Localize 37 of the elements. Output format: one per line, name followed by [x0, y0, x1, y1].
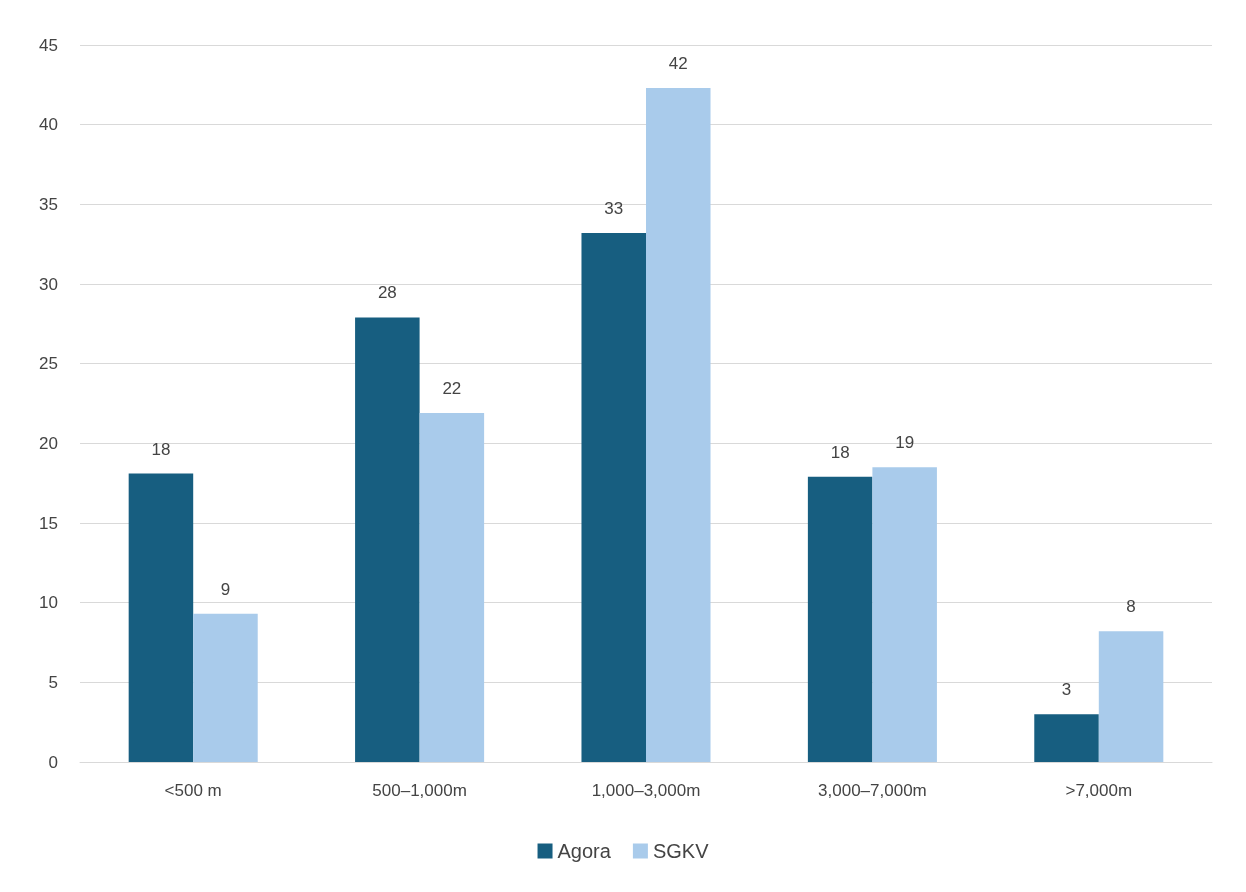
data-label: 8: [1126, 597, 1136, 617]
y-tick-label: 40: [39, 115, 58, 135]
data-label: 19: [895, 433, 915, 453]
y-tick-label: 10: [39, 593, 58, 613]
bar: [128, 473, 194, 762]
data-label: 9: [220, 579, 231, 599]
bar: [355, 317, 420, 762]
y-tick-label: 35: [39, 194, 58, 214]
y-tick-label: 5: [48, 672, 58, 692]
x-tick-label: 3,000–7,000m: [818, 781, 927, 800]
bar: [419, 413, 485, 762]
data-label: 42: [668, 54, 688, 74]
bar: [581, 233, 646, 762]
data-label: 22: [442, 379, 462, 399]
data-label: 28: [377, 283, 397, 303]
y-tick-label: 20: [39, 433, 58, 453]
legend-label: SGKV: [652, 840, 710, 862]
x-tick-label: >7,000m: [1065, 781, 1133, 800]
data-label: 18: [151, 439, 171, 459]
y-tick-label: 25: [39, 354, 58, 374]
y-tick-label: 30: [39, 274, 58, 294]
data-label: 33: [604, 199, 624, 219]
bar: [1034, 714, 1099, 762]
bar: [807, 476, 873, 762]
x-tick-label: 1,000–3,000m: [591, 781, 701, 800]
y-tick-label: 0: [48, 752, 58, 772]
x-tick-label: <500 m: [164, 781, 222, 800]
bar: [193, 613, 258, 762]
bar: [872, 467, 937, 762]
y-tick-label: 15: [39, 513, 58, 533]
bar: [1098, 631, 1164, 762]
y-tick-label: 45: [39, 35, 58, 55]
data-label: 3: [1061, 680, 1072, 700]
legend-label: Agora: [557, 840, 612, 862]
data-label: 18: [830, 442, 850, 462]
x-tick-label: 500–1,000m: [372, 781, 467, 800]
bar: [646, 88, 711, 762]
